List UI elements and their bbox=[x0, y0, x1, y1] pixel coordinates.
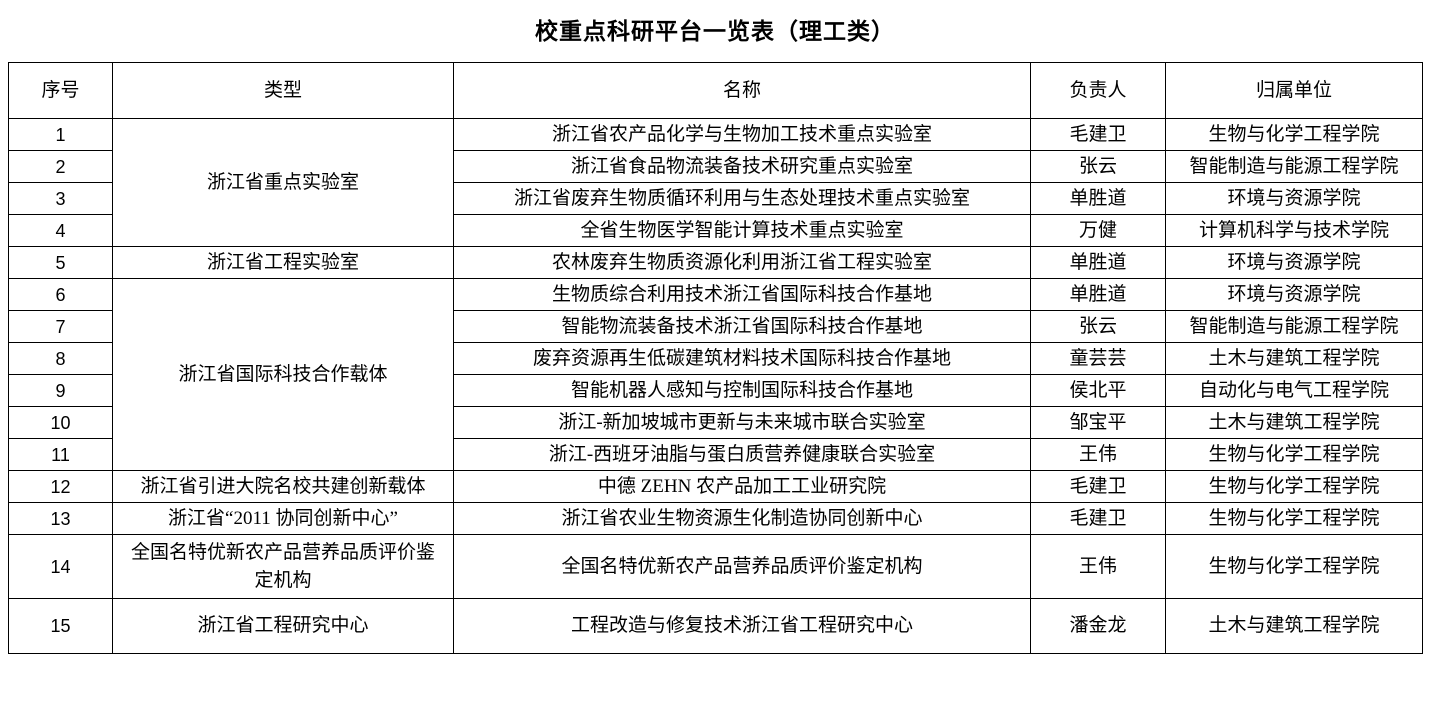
table-row: 12 浙江省引进大院名校共建创新载体 中德 ZEHN 农产品加工工业研究院 毛建… bbox=[8, 470, 1423, 503]
row-leader: 单胜道 bbox=[1030, 278, 1166, 311]
header-type: 类型 bbox=[112, 62, 454, 119]
row-no: 12 bbox=[8, 470, 113, 503]
table-row: 13 浙江省“2011 协同创新中心” 浙江省农业生物资源生化制造协同创新中心 … bbox=[8, 502, 1423, 535]
row-type: 浙江省引进大院名校共建创新载体 bbox=[112, 470, 454, 503]
header-leader: 负责人 bbox=[1030, 62, 1166, 119]
table-row: 3 浙江省废弃生物质循环利用与生态处理技术重点实验室 单胜道 环境与资源学院 bbox=[8, 182, 1423, 215]
row-leader: 王伟 bbox=[1030, 534, 1166, 599]
row-leader: 毛建卫 bbox=[1030, 502, 1166, 535]
header-name: 名称 bbox=[453, 62, 1031, 119]
row-name: 浙江省农产品化学与生物加工技术重点实验室 bbox=[453, 118, 1031, 151]
row-name: 浙江-新加坡城市更新与未来城市联合实验室 bbox=[453, 406, 1031, 439]
row-type: 浙江省国际科技合作载体 bbox=[112, 278, 454, 471]
table-row: 1 浙江省重点实验室 浙江省农产品化学与生物加工技术重点实验室 毛建卫 生物与化… bbox=[8, 118, 1423, 247]
table-header: 序号 类型 名称 负责人 归属单位 bbox=[8, 62, 1423, 119]
row-leader: 童芸芸 bbox=[1030, 342, 1166, 375]
row-no: 13 bbox=[8, 502, 113, 535]
row-unit: 计算机科学与技术学院 bbox=[1165, 214, 1423, 247]
row-leader: 张云 bbox=[1030, 150, 1166, 183]
row-type: 浙江省工程研究中心 bbox=[112, 598, 454, 654]
row-leader: 万健 bbox=[1030, 214, 1166, 247]
row-name: 浙江省食品物流装备技术研究重点实验室 bbox=[453, 150, 1031, 183]
row-type: 浙江省重点实验室 bbox=[112, 118, 454, 247]
table-row: 11 浙江-西班牙油脂与蛋白质营养健康联合实验室 王伟 生物与化学工程学院 bbox=[8, 438, 1423, 471]
row-name: 工程改造与修复技术浙江省工程研究中心 bbox=[453, 598, 1031, 654]
row-no: 6 bbox=[8, 278, 113, 311]
row-name: 农林废弃生物质资源化利用浙江省工程实验室 bbox=[453, 246, 1031, 279]
platform-table: 序号 类型 名称 负责人 归属单位 1 浙江省重点实验室 浙江省农产品化学与生物… bbox=[8, 62, 1423, 654]
row-unit: 环境与资源学院 bbox=[1165, 182, 1423, 215]
table-row: 15 浙江省工程研究中心 工程改造与修复技术浙江省工程研究中心 潘金龙 土木与建… bbox=[8, 598, 1423, 654]
row-leader: 王伟 bbox=[1030, 438, 1166, 471]
row-unit: 环境与资源学院 bbox=[1165, 278, 1423, 311]
row-name: 全省生物医学智能计算技术重点实验室 bbox=[453, 214, 1031, 247]
row-name: 浙江省农业生物资源生化制造协同创新中心 bbox=[453, 502, 1031, 535]
row-unit: 土木与建筑工程学院 bbox=[1165, 598, 1423, 654]
row-unit: 生物与化学工程学院 bbox=[1165, 470, 1423, 503]
row-type: 全国名特优新农产品营养品质评价鉴定机构 bbox=[112, 534, 454, 599]
header-unit: 归属单位 bbox=[1165, 62, 1423, 119]
row-leader: 邹宝平 bbox=[1030, 406, 1166, 439]
row-leader: 毛建卫 bbox=[1030, 470, 1166, 503]
row-leader: 潘金龙 bbox=[1030, 598, 1166, 654]
row-no: 8 bbox=[8, 342, 113, 375]
row-unit: 智能制造与能源工程学院 bbox=[1165, 150, 1423, 183]
row-no: 3 bbox=[8, 182, 113, 215]
row-name: 浙江-西班牙油脂与蛋白质营养健康联合实验室 bbox=[453, 438, 1031, 471]
row-no: 10 bbox=[8, 406, 113, 439]
table-row: 7 智能物流装备技术浙江省国际科技合作基地 张云 智能制造与能源工程学院 bbox=[8, 310, 1423, 343]
row-leader: 单胜道 bbox=[1030, 182, 1166, 215]
row-name: 智能物流装备技术浙江省国际科技合作基地 bbox=[453, 310, 1031, 343]
header-no: 序号 bbox=[8, 62, 113, 119]
table-row: 10 浙江-新加坡城市更新与未来城市联合实验室 邹宝平 土木与建筑工程学院 bbox=[8, 406, 1423, 439]
row-unit: 环境与资源学院 bbox=[1165, 246, 1423, 279]
table-row: 5 浙江省工程实验室 农林废弃生物质资源化利用浙江省工程实验室 单胜道 环境与资… bbox=[8, 246, 1423, 279]
row-unit: 智能制造与能源工程学院 bbox=[1165, 310, 1423, 343]
row-no: 4 bbox=[8, 214, 113, 247]
row-leader: 侯北平 bbox=[1030, 374, 1166, 407]
row-no: 5 bbox=[8, 246, 113, 279]
row-leader: 单胜道 bbox=[1030, 246, 1166, 279]
row-no: 2 bbox=[8, 150, 113, 183]
row-leader: 张云 bbox=[1030, 310, 1166, 343]
row-type: 浙江省“2011 协同创新中心” bbox=[112, 502, 454, 535]
row-unit: 生物与化学工程学院 bbox=[1165, 438, 1423, 471]
row-name: 生物质综合利用技术浙江省国际科技合作基地 bbox=[453, 278, 1031, 311]
row-no: 15 bbox=[8, 598, 113, 654]
table-row: 6 浙江省国际科技合作载体 生物质综合利用技术浙江省国际科技合作基地 单胜道 环… bbox=[8, 278, 1423, 471]
row-name: 浙江省废弃生物质循环利用与生态处理技术重点实验室 bbox=[453, 182, 1031, 215]
row-no: 14 bbox=[8, 534, 113, 599]
row-type: 浙江省工程实验室 bbox=[112, 246, 454, 279]
row-unit: 土木与建筑工程学院 bbox=[1165, 342, 1423, 375]
row-name: 全国名特优新农产品营养品质评价鉴定机构 bbox=[453, 534, 1031, 599]
row-no: 9 bbox=[8, 374, 113, 407]
row-no: 1 bbox=[8, 118, 113, 151]
row-unit: 生物与化学工程学院 bbox=[1165, 534, 1423, 599]
row-name: 废弃资源再生低碳建筑材料技术国际科技合作基地 bbox=[453, 342, 1031, 375]
row-no: 11 bbox=[8, 438, 113, 471]
row-name: 中德 ZEHN 农产品加工工业研究院 bbox=[453, 470, 1031, 503]
row-unit: 土木与建筑工程学院 bbox=[1165, 406, 1423, 439]
table-row: 14 全国名特优新农产品营养品质评价鉴定机构 全国名特优新农产品营养品质评价鉴定… bbox=[8, 534, 1423, 599]
row-name: 智能机器人感知与控制国际科技合作基地 bbox=[453, 374, 1031, 407]
row-unit: 生物与化学工程学院 bbox=[1165, 502, 1423, 535]
row-leader: 毛建卫 bbox=[1030, 118, 1166, 151]
page-title: 校重点科研平台一览表（理工类） bbox=[535, 19, 895, 44]
row-unit: 自动化与电气工程学院 bbox=[1165, 374, 1423, 407]
table-row: 4 全省生物医学智能计算技术重点实验室 万健 计算机科学与技术学院 bbox=[8, 214, 1423, 247]
table-row: 8 废弃资源再生低碳建筑材料技术国际科技合作基地 童芸芸 土木与建筑工程学院 bbox=[8, 342, 1423, 375]
row-no: 7 bbox=[8, 310, 113, 343]
table-row: 9 智能机器人感知与控制国际科技合作基地 侯北平 自动化与电气工程学院 bbox=[8, 374, 1423, 407]
row-unit: 生物与化学工程学院 bbox=[1165, 118, 1423, 151]
